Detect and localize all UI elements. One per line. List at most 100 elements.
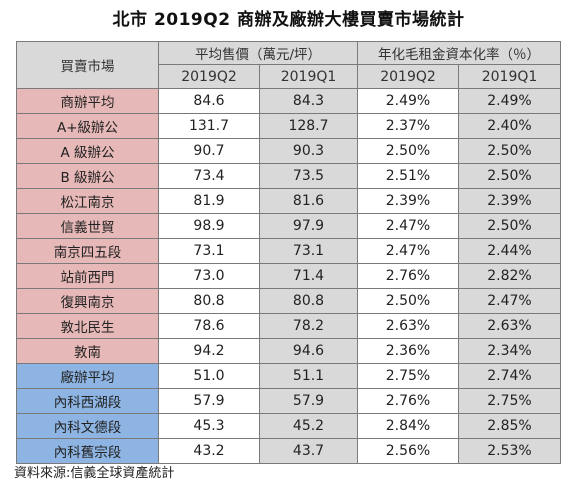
- price-previous-cell: 128.7: [259, 113, 358, 139]
- yield-previous-cell: 2.75%: [458, 388, 561, 414]
- yield-current-cell: 2.49%: [357, 88, 459, 114]
- yield-previous-cell: 2.85%: [458, 413, 561, 439]
- price-previous-cell: 45.2: [259, 413, 358, 439]
- table-row: 松江南京 81.9 81.6 2.39% 2.39%: [16, 188, 561, 214]
- price-previous-cell: 57.9: [259, 388, 358, 414]
- market-cell: 商辦平均: [16, 88, 159, 114]
- table-row: A 級辦公 90.7 90.3 2.50% 2.50%: [16, 138, 561, 164]
- table-body: 商辦平均 84.6 84.3 2.49% 2.49% A+級辦公 131.7 128.7 2.3…: [16, 88, 561, 464]
- market-cell: 復興南京: [16, 288, 159, 314]
- table-row: B 級辦公 73.4 73.5 2.51% 2.50%: [16, 163, 561, 189]
- price-previous-cell: 73.5: [259, 163, 358, 189]
- price-current-cell: 131.7: [158, 113, 260, 139]
- yield-current-cell: 2.47%: [357, 238, 459, 264]
- source-note: 資料來源:信義全球資產統計: [14, 466, 175, 481]
- price-previous-cell: 81.6: [259, 188, 358, 214]
- yield-previous-cell: 2.82%: [458, 263, 561, 289]
- market-cell: 敦南: [16, 338, 159, 364]
- price-current-cell: 73.4: [158, 163, 260, 189]
- price-previous-cell: 73.1: [259, 238, 358, 264]
- page-title: 北市 2019Q2 商辦及廠辦大樓買賣市場統計: [112, 10, 465, 30]
- yield-previous-cell: 2.39%: [458, 188, 561, 214]
- price-current-cell: 45.3: [158, 413, 260, 439]
- price-previous-cell: 80.8: [259, 288, 358, 314]
- price-current-cell: 51.0: [158, 363, 260, 389]
- market-header: 買賣市場: [16, 41, 159, 89]
- yield-current-cell: 2.75%: [357, 363, 459, 389]
- market-cell: 敦北民生: [16, 313, 159, 339]
- yield-current-cell: 2.84%: [357, 413, 459, 439]
- yield-current-cell: 2.37%: [357, 113, 459, 139]
- price-previous-cell: 94.6: [259, 338, 358, 364]
- yield-current-cell: 2.56%: [357, 438, 459, 464]
- price-previous-cell: 43.7: [259, 438, 358, 464]
- price-current-cell: 43.2: [158, 438, 260, 464]
- table-row: 南京四五段 73.1 73.1 2.47% 2.44%: [16, 238, 561, 264]
- yield-current-cell: 2.50%: [357, 138, 459, 164]
- yield-current-cell: 2.76%: [357, 388, 459, 414]
- price-previous-cell: 84.3: [259, 88, 358, 114]
- table-row: 信義世貿 98.9 97.9 2.47% 2.50%: [16, 213, 561, 239]
- price-previous-cell: 51.1: [259, 363, 358, 389]
- table-row: 站前西門 73.0 71.4 2.76% 2.82%: [16, 263, 561, 289]
- price-previous-cell: 90.3: [259, 138, 358, 164]
- price-period-previous: 2019Q1: [259, 64, 358, 89]
- table-row: 敦北民生 78.6 78.2 2.63% 2.63%: [16, 313, 561, 339]
- yield-previous-cell: 2.49%: [458, 88, 561, 114]
- price-previous-cell: 71.4: [259, 263, 358, 289]
- price-current-cell: 80.8: [158, 288, 260, 314]
- price-period-current: 2019Q2: [158, 64, 260, 89]
- market-cell: 松江南京: [16, 188, 159, 214]
- table-row: 內科西湖段 57.9 57.9 2.76% 2.75%: [16, 388, 561, 414]
- yield-previous-cell: 2.50%: [458, 213, 561, 239]
- price-current-cell: 73.1: [158, 238, 260, 264]
- market-cell: 信義世貿: [16, 213, 159, 239]
- yield-current-cell: 2.50%: [357, 288, 459, 314]
- yield-current-cell: 2.76%: [357, 263, 459, 289]
- table-row: A+級辦公 131.7 128.7 2.37% 2.40%: [16, 113, 561, 139]
- price-current-cell: 81.9: [158, 188, 260, 214]
- market-cell: 南京四五段: [16, 238, 159, 264]
- yield-previous-cell: 2.40%: [458, 113, 561, 139]
- market-cell: A+級辦公: [16, 113, 159, 139]
- market-cell: 廠辦平均: [16, 363, 159, 389]
- yield-period-current: 2019Q2: [357, 64, 459, 89]
- price-current-cell: 84.6: [158, 88, 260, 114]
- yield-current-cell: 2.63%: [357, 313, 459, 339]
- yield-current-cell: 2.51%: [357, 163, 459, 189]
- price-previous-cell: 78.2: [259, 313, 358, 339]
- yield-current-cell: 2.39%: [357, 188, 459, 214]
- table-row: 敦南 94.2 94.6 2.36% 2.34%: [16, 338, 561, 364]
- yield-previous-cell: 2.47%: [458, 288, 561, 314]
- market-cell: 站前西門: [16, 263, 159, 289]
- price-current-cell: 94.2: [158, 338, 260, 364]
- yield-previous-cell: 2.34%: [458, 338, 561, 364]
- table-row: 內科舊宗段 43.2 43.7 2.56% 2.53%: [16, 438, 561, 464]
- yield-previous-cell: 2.50%: [458, 138, 561, 164]
- yield-previous-cell: 2.50%: [458, 163, 561, 189]
- yield-previous-cell: 2.63%: [458, 313, 561, 339]
- yield-previous-cell: 2.74%: [458, 363, 561, 389]
- market-stats-table: 買賣市場 平均售價（萬元/坪） 年化毛租金資本化率（％） 2019Q2 2019…: [16, 41, 561, 464]
- market-cell: 內科文德段: [16, 413, 159, 439]
- table-row: 內科文德段 45.3 45.2 2.84% 2.85%: [16, 413, 561, 439]
- market-cell: B 級辦公: [16, 163, 159, 189]
- table-row: 廠辦平均 51.0 51.1 2.75% 2.74%: [16, 363, 561, 389]
- yield-period-previous: 2019Q1: [458, 64, 561, 89]
- market-cell: 內科西湖段: [16, 388, 159, 414]
- yield-previous-cell: 2.44%: [458, 238, 561, 264]
- table-row: 商辦平均 84.6 84.3 2.49% 2.49%: [16, 88, 561, 114]
- yield-current-cell: 2.36%: [357, 338, 459, 364]
- price-current-cell: 98.9: [158, 213, 260, 239]
- market-cell: A 級辦公: [16, 138, 159, 164]
- yield-previous-cell: 2.53%: [458, 438, 561, 464]
- price-current-cell: 78.6: [158, 313, 260, 339]
- price-current-cell: 90.7: [158, 138, 260, 164]
- market-cell: 內科舊宗段: [16, 438, 159, 464]
- price-current-cell: 57.9: [158, 388, 260, 414]
- price-header: 平均售價（萬元/坪）: [158, 41, 358, 65]
- price-previous-cell: 97.9: [259, 213, 358, 239]
- yield-header: 年化毛租金資本化率（％）: [357, 41, 561, 65]
- table-row: 復興南京 80.8 80.8 2.50% 2.47%: [16, 288, 561, 314]
- yield-current-cell: 2.47%: [357, 213, 459, 239]
